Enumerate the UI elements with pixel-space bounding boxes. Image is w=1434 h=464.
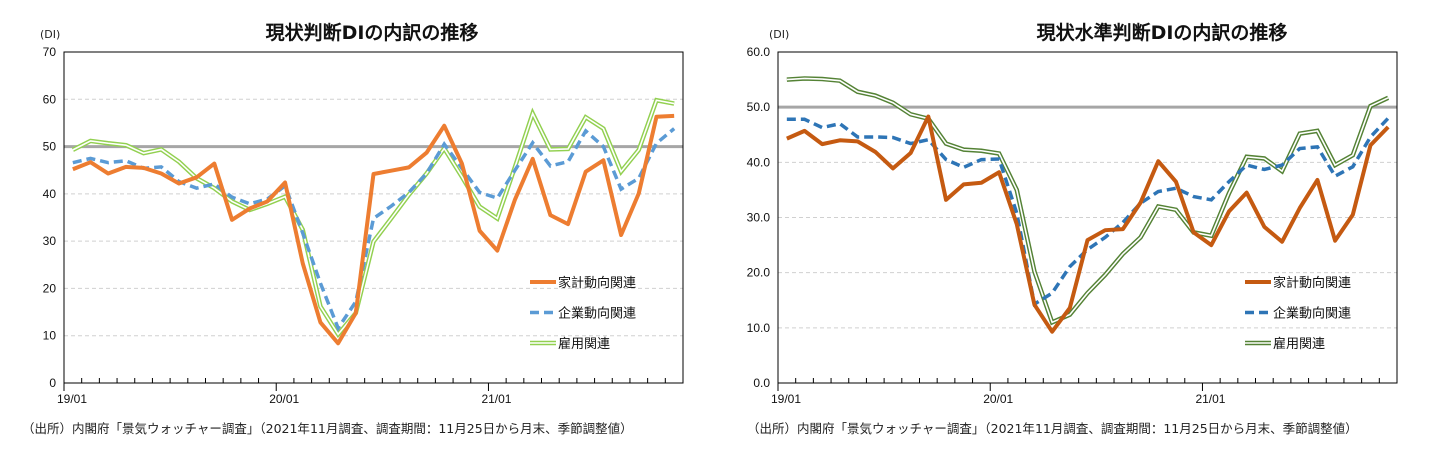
y-tick-label: 50.0 <box>747 100 771 114</box>
y-tick-label: 40.0 <box>747 155 771 169</box>
legend-item: 雇用関連 <box>1245 336 1325 351</box>
y-tick-label: 30 <box>43 234 57 248</box>
series-corporate <box>72 127 676 332</box>
x-tick-label: 21/01 <box>1195 392 1225 406</box>
chart-level-di: 0.0 10.0 20.0 30.0 40.0 50.0 60.0 19/01 20/01 21/… <box>747 45 1398 406</box>
series-corporate <box>786 116 1390 307</box>
x-tick-label: 19/01 <box>771 392 801 406</box>
x-tick-label: 20/01 <box>269 392 299 406</box>
y-tick-label: 10 <box>43 329 57 343</box>
y-tick-label: 20.0 <box>747 266 771 280</box>
y-tick-label: 10.0 <box>747 321 771 335</box>
y-tick-label: 50 <box>43 140 57 154</box>
y-tick-label: 20 <box>43 281 57 295</box>
y-tick-label: 60.0 <box>747 45 771 59</box>
y-axis-unit: (DI) <box>769 28 790 41</box>
plot-frame <box>777 51 1398 384</box>
x-tick-label: 19/01 <box>57 392 87 406</box>
y-axis-unit: (DI) <box>40 28 61 41</box>
x-tick-label: 20/01 <box>983 392 1013 406</box>
y-tick-label: 70 <box>43 45 57 59</box>
chart-title: 現状水準判断DIの内訳の推移 <box>1036 22 1288 44</box>
y-tick-label: 30.0 <box>747 211 771 225</box>
legend-item: 企業動向関連 <box>1245 306 1351 321</box>
plot-frame <box>63 51 684 384</box>
series-line <box>72 127 676 332</box>
y-tick-label: 0.0 <box>753 376 770 390</box>
series-household <box>72 113 675 346</box>
source-note: （出所）内閣府「景気ウォッチャー調査」（2021年11月調査、調査期間：11月2… <box>22 421 633 436</box>
legend-item: 家計動向関連 <box>1245 275 1351 290</box>
y-tick-label: 60 <box>43 92 57 106</box>
chart-panel-current-di: 0 10 20 30 40 50 60 70 19/01 20/01 21/01 家計動向関連 企業動向… <box>22 22 684 436</box>
y-tick-label: 40 <box>43 187 57 201</box>
series-household <box>786 114 1390 334</box>
x-tick-label: 21/01 <box>481 392 511 406</box>
legend-label: 企業動向関連 <box>1273 306 1351 321</box>
chart-title: 現状判断DIの内訳の推移 <box>265 22 479 44</box>
legend-label: 雇用関連 <box>1273 336 1325 351</box>
series-line <box>786 116 1390 307</box>
chart-current-di: 0 10 20 30 40 50 60 70 19/01 20/01 21/01 家計動向関連企業動向… <box>43 45 684 406</box>
legend-label: 家計動向関連 <box>558 275 636 290</box>
legend-label: 家計動向関連 <box>1273 275 1351 290</box>
legend-item: 家計動向関連 <box>530 275 636 290</box>
y-tick-label: 0 <box>49 376 56 390</box>
legend-item: 雇用関連 <box>530 336 610 351</box>
legend-label: 企業動向関連 <box>558 306 636 321</box>
legend-label: 雇用関連 <box>558 336 610 351</box>
legend-item: 企業動向関連 <box>530 306 636 321</box>
source-note: （出所）内閣府「景気ウォッチャー調査」（2021年11月調査、調査期間：11月2… <box>747 421 1358 436</box>
chart-panel-level-di: 0.0 10.0 20.0 30.0 40.0 50.0 60.0 19/01 20/01 21/… <box>717 0 1434 464</box>
